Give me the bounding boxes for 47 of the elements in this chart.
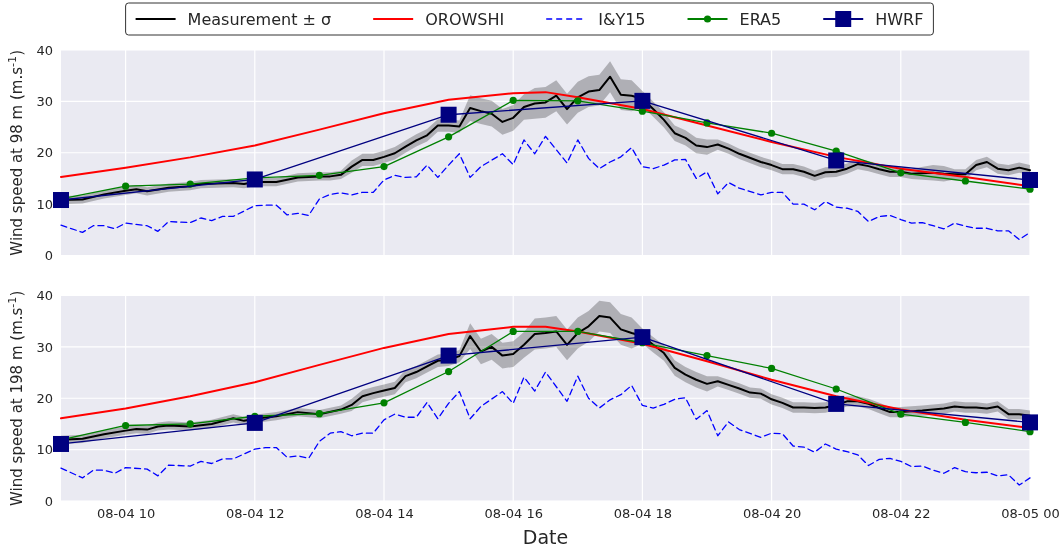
point	[315, 410, 323, 418]
point	[768, 364, 776, 373]
point	[703, 352, 711, 360]
legend-label: ERA5	[739, 9, 782, 29]
point	[509, 327, 517, 336]
x-tick-label: 08-05 00	[1001, 506, 1059, 522]
y-tick-label: 40	[36, 42, 53, 58]
y-tick-label: 0	[44, 248, 53, 264]
point	[122, 182, 130, 190]
y-tick-label: 20	[36, 390, 53, 406]
point	[186, 420, 194, 428]
x-tick-label: 08-04 22	[872, 506, 931, 522]
legend-label: Measurement ± σ	[187, 9, 332, 29]
y-tick-label: 10	[36, 196, 53, 212]
x-tick-label: 08-04 20	[742, 506, 802, 522]
point	[315, 171, 323, 179]
x-axis-title: Date	[522, 526, 569, 548]
y-tick-label: 30	[36, 94, 53, 110]
point	[509, 96, 517, 104]
x-tick-label: 08-04 14	[355, 506, 414, 522]
point	[961, 177, 969, 185]
y-tick-label: 30	[36, 339, 53, 355]
point	[53, 192, 69, 209]
y-tick-label: 40	[36, 288, 53, 304]
point	[380, 163, 388, 171]
point	[574, 327, 582, 336]
y-tick-label: 10	[36, 442, 53, 458]
y-tick-label: 0	[44, 493, 53, 509]
x-tick-label: 08-04 12	[226, 506, 285, 522]
point	[122, 421, 130, 430]
legend-label: I&Y15	[598, 9, 646, 29]
y-tick-label: 20	[36, 145, 53, 161]
point	[768, 129, 776, 137]
x-tick-label: 08-04 18	[613, 506, 673, 522]
point	[574, 97, 582, 105]
point	[832, 385, 840, 393]
point	[897, 169, 905, 177]
legend-label: OROWSHI	[425, 9, 505, 29]
point	[445, 133, 453, 141]
point	[445, 367, 453, 376]
point	[53, 435, 69, 452]
legend-label: HWRF	[875, 9, 924, 29]
x-tick-label: 08-04 10	[96, 506, 156, 522]
x-tick-label: 08-04 16	[484, 506, 543, 522]
point	[380, 399, 388, 407]
point	[961, 418, 969, 426]
point	[897, 410, 905, 418]
